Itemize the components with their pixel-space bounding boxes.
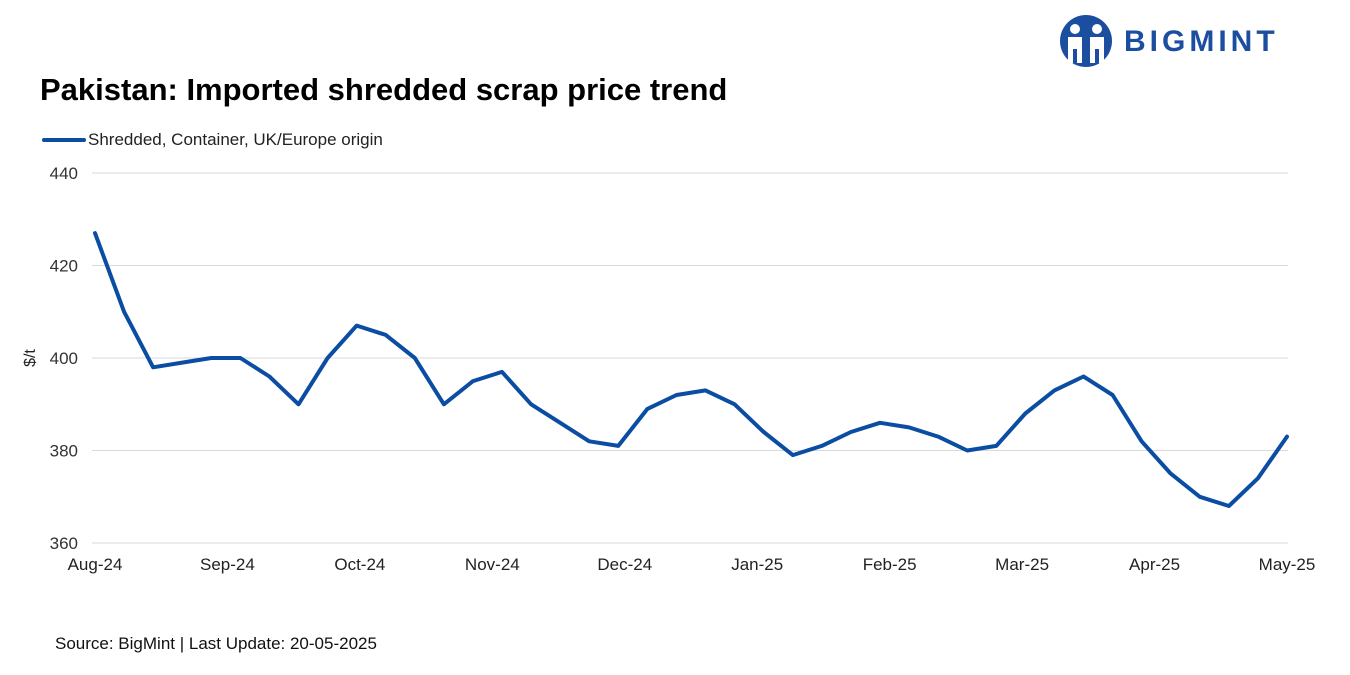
x-tick-label: Sep-24 [200,555,255,574]
x-tick-label: Jan-25 [731,555,783,574]
x-tick-label: Dec-24 [597,555,652,574]
source-note: Source: BigMint | Last Update: 20-05-202… [55,634,377,653]
legend-label: Shredded, Container, UK/Europe origin [88,130,383,149]
y-tick-label: 440 [50,164,78,183]
y-tick-label: 360 [50,534,78,553]
y-tick-label: 420 [50,257,78,276]
chart-title: Pakistan: Imported shredded scrap price … [40,72,728,107]
bigmint-logo-icon [1060,15,1112,67]
x-tick-label: Oct-24 [334,555,385,574]
logo-wordmark: BIGMINT [1124,25,1279,58]
series-line [93,231,1289,508]
y-axis-label: $/t [22,349,39,367]
x-tick-label: Nov-24 [465,555,520,574]
y-tick-label: 380 [50,442,78,461]
x-tick-label: Aug-24 [68,555,123,574]
x-tick-label: May-25 [1259,555,1316,574]
legend-swatch [42,138,86,142]
legend: Shredded, Container, UK/Europe origin [42,129,383,151]
x-tick-label: Feb-25 [863,555,917,574]
y-tick-label: 400 [50,349,78,368]
bigmint-logo: BIGMINT [1056,14,1346,68]
x-tick-label: Apr-25 [1129,555,1180,574]
x-tick-label: Mar-25 [995,555,1049,574]
